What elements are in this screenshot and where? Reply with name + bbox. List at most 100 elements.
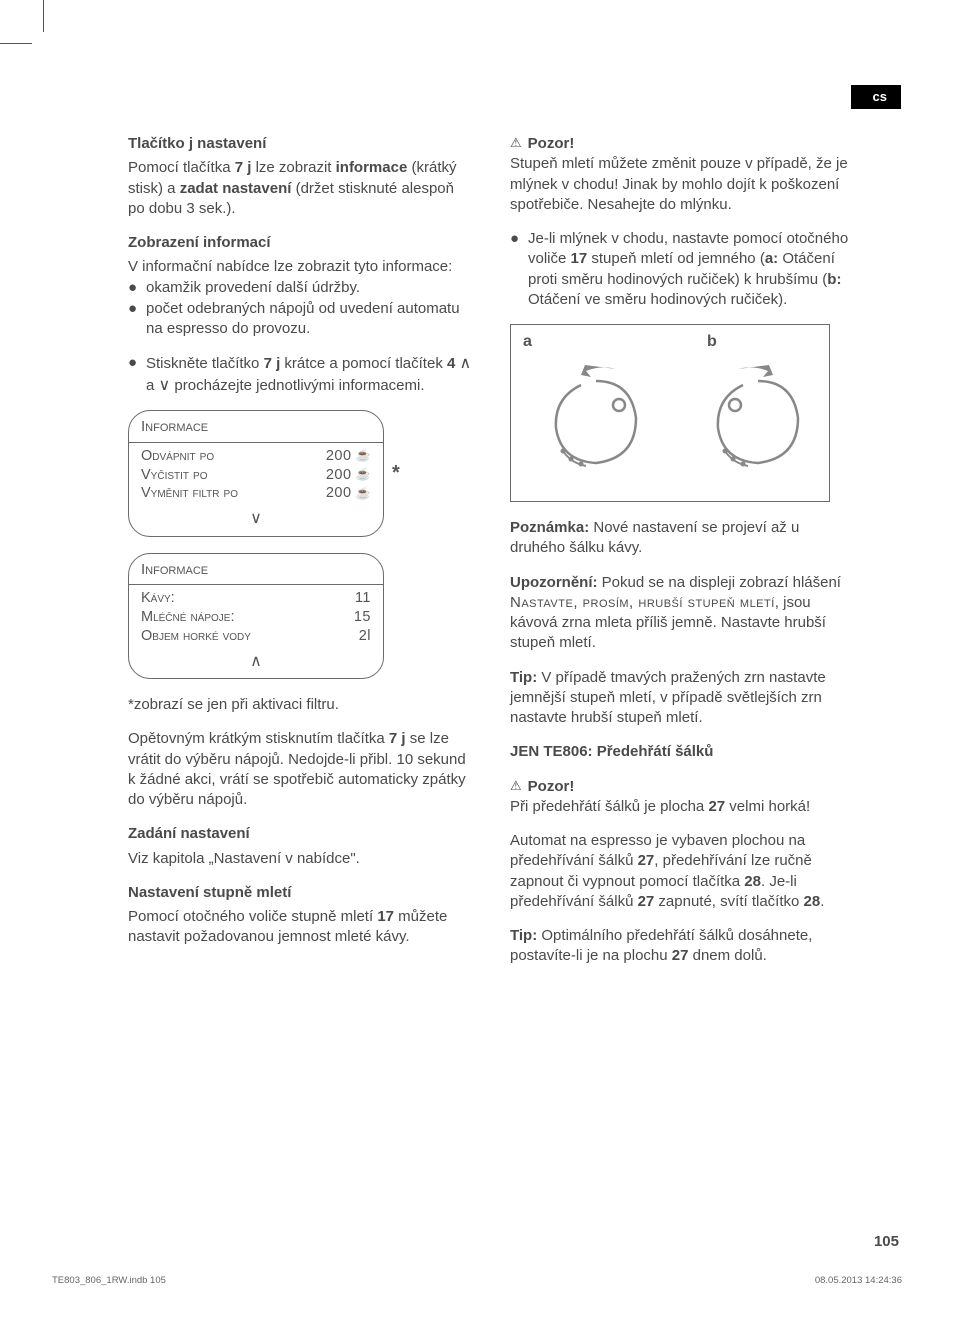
bullet-list-grind: ● Je-li mlýnek v chodu, nastavte pomocí … (510, 229, 854, 310)
display-row: Vyčistit po 200☕ (141, 466, 371, 485)
para-return: Opětovným krátkým stisknutím tlačítka 7 … (128, 729, 472, 810)
display-panel-1: Informace Odvápnit po200☕ Vyčistit po200… (128, 410, 384, 536)
ref-17: 17 (571, 250, 588, 267)
asterisk-marker: * (392, 460, 400, 487)
list-item: ●počet odebraných nápojů od uvedení auto… (128, 299, 472, 340)
text: dnem dolů. (688, 947, 766, 964)
list-item: ● Je-li mlýnek v chodu, nastavte pomocí … (510, 229, 854, 310)
footnote-star: *zobrazí se jen při aktivaci filtru. (128, 695, 472, 715)
text: Pokud se na displeji zobrazí hlášení (598, 574, 841, 591)
row-value: 200 (326, 484, 352, 503)
bullet-list-press: ● Stiskněte tlačítko 7 j krátce a pomocí… (128, 353, 472, 396)
text: Je-li mlýnek v chodu, nastavte pomocí ot… (528, 229, 854, 310)
text: Pomocí otočného voliče stupně mletí (128, 908, 377, 925)
ref-27: 27 (638, 852, 655, 869)
row-label: Objem horké vody (141, 627, 251, 646)
ref-27: 27 (708, 798, 725, 815)
text-bold: Tip: (510, 669, 537, 686)
text: Pomocí tlačítka (128, 159, 235, 176)
diagram-label-a: a (523, 331, 532, 353)
warning-1-body: Stupeň mletí můžete změnit pouze v přípa… (510, 154, 854, 215)
left-column: Tlačítko j nastavení Pomocí tlačítka 7 j… (128, 134, 472, 981)
text-bold: Pozor! (528, 135, 575, 152)
display-title: Informace (129, 560, 383, 585)
footer-timestamp: 08.05.2013 14:24:36 (815, 1275, 902, 1288)
para-button-info: Pomocí tlačítka 7 j lze zobrazit informa… (128, 158, 472, 219)
warning-coarser: Upozornění: Pokud se na displeji zobrazí… (510, 573, 854, 654)
text-bold: zadat nastavení (180, 180, 292, 197)
ref-17: 17 (377, 908, 394, 925)
display-panel-2-wrap: Informace Kávy:11 Mléčné nápoje: 15 Objem… (128, 553, 472, 679)
display-row: Kávy:11 (141, 589, 371, 608)
ref-28: 28 (804, 893, 821, 910)
list-item: ●okamžik provedení další údržby. (128, 278, 472, 298)
text: okamžik provedení další údržby. (146, 278, 472, 298)
text: Opětovným krátkým stisknutím tlačítka (128, 730, 389, 747)
text: krátce a pomocí tlačítek (280, 355, 447, 372)
display-title: Informace (129, 417, 383, 442)
chevron-up-icon: ∧ (250, 653, 262, 670)
row-value: 200 (326, 466, 352, 485)
right-column: ⚠ Pozor! Stupeň mletí můžete změnit pouze… (510, 134, 854, 981)
cup-icon: ☕ (356, 448, 371, 464)
ref-b: b: (827, 271, 841, 288)
diagram-label-b: b (707, 331, 717, 353)
language-badge: cs (851, 85, 901, 109)
warning-icon: ⚠ (510, 778, 522, 793)
text: Při předehřátí šálků je plocha (510, 798, 708, 815)
heading-show-info: Zobrazení informací (128, 233, 472, 253)
tip-roast: Tip: V případě tmavých pražených zrn nas… (510, 668, 854, 729)
text: stupeň mletí od jem­ného ( (587, 250, 765, 267)
knob-cw-icon (703, 363, 813, 478)
text: zapnuté, svítí tlačítko (654, 893, 803, 910)
warning-2-body: Při předehřátí šálků je plocha 27 velmi … (510, 797, 854, 817)
text: . (820, 893, 824, 910)
text-smallcaps: Nastavte, prosím, hrubší stupeň mletí (510, 594, 775, 611)
heading-button-settings: Tlačítko j nastavení (128, 134, 472, 154)
text: V případě tmavých pražených zrn nastavte… (510, 669, 826, 727)
ref-28: 28 (744, 873, 761, 890)
heading-grind-level: Nastavení stupně mletí (128, 883, 472, 903)
display-panel-2: Informace Kávy:11 Mléčné nápoje: 15 Objem… (128, 553, 384, 679)
row-value: 11 (355, 589, 371, 608)
row-label: Odvápnit po (141, 447, 214, 466)
grind-diagram: a b (510, 324, 830, 502)
text: Stiskněte tlačítko (146, 355, 264, 372)
row-label: Vyměnit filtr po (141, 484, 238, 503)
note-new-setting: Poznámka: Nové nastavení se projeví až u… (510, 518, 854, 559)
warning-2-title: ⚠ Pozor! (510, 777, 854, 797)
knob-ccw-icon (541, 363, 651, 478)
heading-set-settings: Zadání nastavení (128, 824, 472, 844)
para-grind-dial: Pomocí otočného voliče stupně mletí 17 m… (128, 907, 472, 948)
list-item: ● Stiskněte tlačítko 7 j krátce a pomocí… (128, 353, 472, 396)
para-see-chapter: Viz kapitola „Nastavení v nabídce". (128, 849, 472, 869)
para-preheat: Automat na espresso je vybaven plochou n… (510, 831, 854, 912)
ref-4: 4 (447, 355, 455, 372)
cup-icon: ☕ (356, 486, 371, 502)
text-bold: Pozor! (528, 778, 575, 795)
display-row: Vyměnit filtr po 200☕ (141, 484, 371, 503)
chevron-down-icon: ∨ (159, 377, 171, 394)
page-content: Tlačítko j nastavení Pomocí tlačítka 7 j… (128, 134, 854, 981)
bullet-list-info: ●okamžik provedení další údržby. ●počet … (128, 278, 472, 340)
warning-icon: ⚠ (510, 135, 522, 150)
cup-icon: ☕ (356, 467, 371, 483)
ref-27: 27 (638, 893, 655, 910)
chevron-down-icon: ∨ (250, 510, 262, 527)
ref-7j: 7 j (264, 355, 281, 372)
text: Otáčení ve směru hodinových ručiček). (528, 291, 787, 308)
warning-1-title: ⚠ Pozor! (510, 134, 854, 154)
row-label: Vyčistit po (141, 466, 207, 485)
row-value: 200 (326, 447, 352, 466)
text-bold: Upozornění: (510, 574, 598, 591)
row-value: 15 (354, 608, 371, 627)
text: velmi horká! (725, 798, 810, 815)
ref-27: 27 (672, 947, 689, 964)
text-bold: Poznámka: (510, 519, 589, 536)
display-row: Objem horké vody2l (141, 627, 371, 646)
page-number: 105 (874, 1232, 899, 1252)
text: počet odebraných nápojů od uvedení autom… (146, 299, 472, 340)
row-label: Mléčné nápoje: (141, 608, 235, 627)
text-bold: informace (336, 159, 408, 176)
text: lze zobrazit (251, 159, 335, 176)
